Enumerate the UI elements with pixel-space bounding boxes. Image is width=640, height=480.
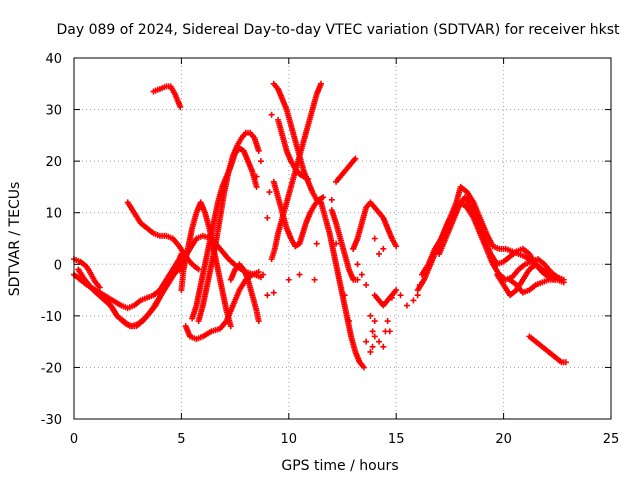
data-point — [313, 240, 320, 247]
data-point — [416, 281, 423, 288]
data-point — [177, 103, 184, 110]
data-point — [345, 318, 352, 325]
chart-title: Day 089 of 2024, Sidereal Day-to-day VTE… — [57, 22, 620, 38]
plot-frame — [73, 57, 612, 420]
data-point — [403, 302, 410, 309]
data-point — [285, 276, 292, 283]
data-point — [388, 294, 395, 301]
data-point — [328, 196, 335, 203]
data-point — [410, 297, 417, 304]
data-point — [380, 245, 387, 252]
data-point — [369, 343, 376, 350]
data-point — [320, 194, 327, 201]
data-point — [266, 189, 273, 196]
data-point — [562, 359, 569, 366]
x-tick-label: 20 — [495, 432, 512, 447]
data-point — [311, 276, 318, 283]
data-point — [264, 292, 271, 299]
data-point — [350, 245, 357, 252]
data-point — [257, 158, 264, 165]
data-point — [318, 80, 325, 87]
y-axis-label: SDTVAR / TECUs — [7, 182, 23, 297]
data-point — [354, 261, 361, 268]
data-point — [363, 281, 370, 288]
y-tick-label: -20 — [41, 361, 62, 376]
y-tick-label: 40 — [45, 52, 62, 67]
y-tick-label: 0 — [54, 258, 62, 273]
data-point — [253, 173, 260, 180]
data-point — [369, 328, 376, 335]
data-point — [397, 292, 404, 299]
data-point — [255, 318, 262, 325]
y-tick-label: -10 — [41, 310, 62, 325]
data-point — [367, 312, 374, 319]
data-point — [384, 318, 391, 325]
data-point — [371, 333, 378, 340]
x-tick-label: 10 — [281, 432, 298, 447]
data-point — [96, 284, 103, 291]
y-tick-label: 20 — [45, 155, 62, 170]
x-tick-label: 25 — [603, 432, 620, 447]
data-point — [376, 250, 383, 257]
data-point — [341, 292, 348, 299]
data-point — [393, 243, 400, 250]
x-axis-label: GPS time / hours — [281, 458, 398, 474]
data-point — [253, 183, 260, 190]
data-point — [260, 271, 267, 278]
data-point — [333, 240, 340, 247]
data-point — [367, 348, 374, 355]
data-point — [227, 323, 234, 330]
data-point — [371, 318, 378, 325]
data-point — [363, 338, 370, 345]
x-tick-label: 15 — [388, 432, 405, 447]
data-point — [558, 276, 565, 283]
data-point — [371, 235, 378, 242]
y-tick-label: -30 — [41, 413, 62, 428]
tick-marks — [73, 57, 612, 420]
data-point — [195, 266, 202, 273]
x-tick-labels: 0 5 10 15 20 25 — [70, 432, 619, 447]
data-point — [270, 289, 277, 296]
y-tick-label: 10 — [45, 207, 62, 222]
y-tick-label: 30 — [45, 104, 62, 119]
data-points — [71, 80, 569, 371]
data-point — [264, 214, 271, 221]
data-point — [360, 364, 367, 371]
data-point — [552, 276, 559, 283]
x-tick-label: 0 — [70, 432, 78, 447]
data-point — [393, 287, 400, 294]
data-point — [305, 176, 312, 183]
data-point — [376, 338, 383, 345]
data-point — [414, 292, 421, 299]
data-point — [354, 276, 361, 283]
data-point — [255, 147, 262, 154]
data-point — [255, 269, 262, 276]
data-point — [296, 271, 303, 278]
y-tick-labels: -30 -20 -10 0 10 20 30 40 — [41, 52, 62, 428]
x-tick-label: 5 — [177, 432, 185, 447]
data-point — [358, 271, 365, 278]
data-point — [352, 155, 359, 162]
data-point — [380, 343, 387, 350]
data-point — [268, 111, 275, 118]
data-point — [386, 328, 393, 335]
